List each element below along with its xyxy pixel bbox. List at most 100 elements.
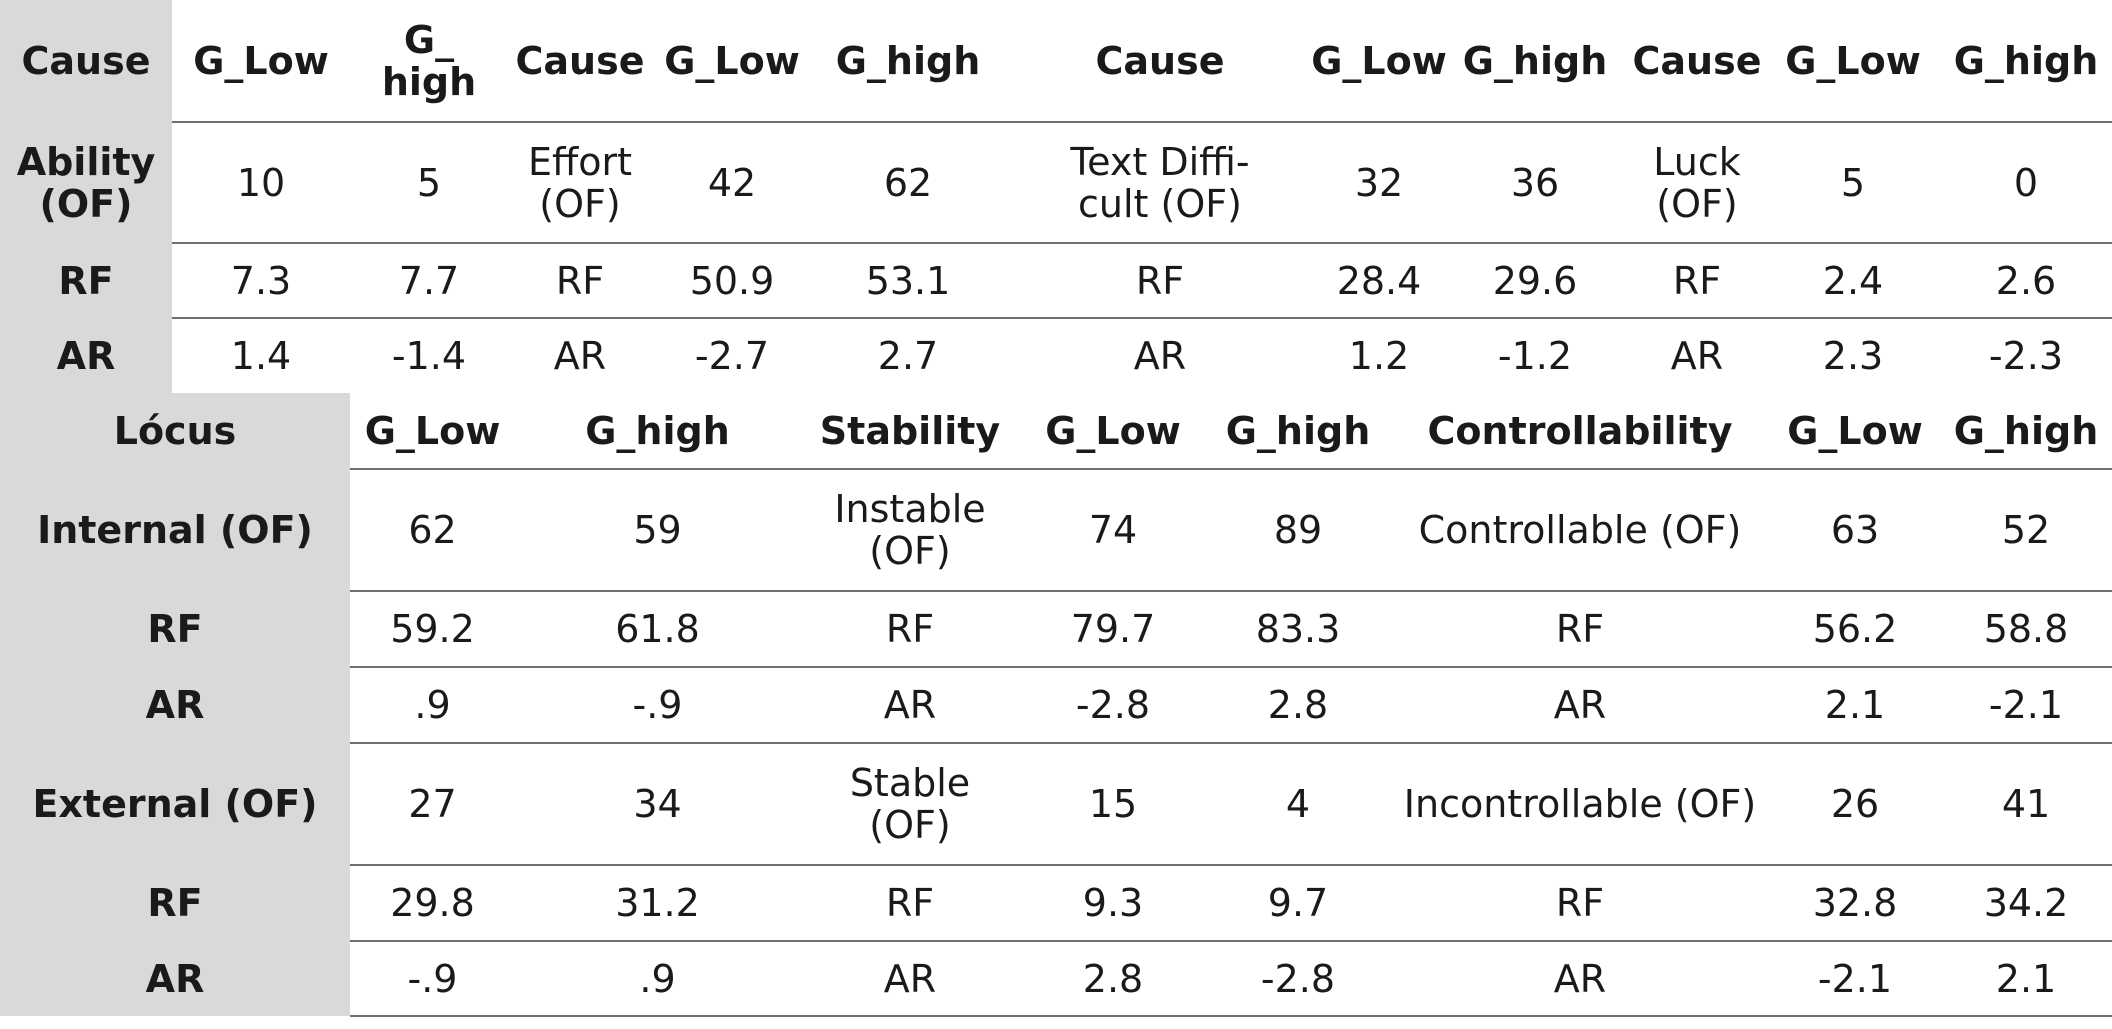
table1-header-cell: G_Low xyxy=(664,39,800,83)
table1-cell: Text Diffi-cult (OF) xyxy=(1070,139,1250,226)
table1-header-cell: G_high xyxy=(835,39,981,83)
table2-cell: 74 xyxy=(1088,508,1138,552)
table1-cell: 2.6 xyxy=(1995,258,2057,303)
table2-row-divider xyxy=(350,468,2112,470)
table2-cell: 61.8 xyxy=(615,607,700,651)
table2-cell: RF xyxy=(1555,881,1605,925)
table1-header-cell: G_high xyxy=(1462,39,1608,83)
table2-cell: .9 xyxy=(639,956,676,1001)
table1-cell: RF xyxy=(1672,258,1722,303)
table1-cell: 29.6 xyxy=(1492,258,1578,303)
table1-row-divider xyxy=(172,317,2112,319)
table1-cell: 28.4 xyxy=(1336,258,1422,303)
table2-cell: -2.8 xyxy=(1260,956,1336,1001)
table2-cell: 83.3 xyxy=(1255,607,1341,651)
table2-header-cell: G_Low xyxy=(1045,409,1181,453)
table1-cell: 32 xyxy=(1354,160,1404,205)
table2-cell: 79.7 xyxy=(1070,607,1156,651)
table1-row-divider xyxy=(172,242,2112,244)
table1-cell: 62 xyxy=(883,160,933,205)
table1-header-cell: Cause xyxy=(1095,39,1225,83)
table1-header-cell: Cause xyxy=(1632,39,1762,83)
table1-cell: 5 xyxy=(416,160,442,205)
table2-row-divider xyxy=(350,666,2112,668)
table2-cell: 56.2 xyxy=(1812,607,1898,651)
table1-cell: 36 xyxy=(1510,160,1560,205)
table1-cell: 2.4 xyxy=(1822,258,1884,303)
table2-row-divider xyxy=(350,742,2112,744)
table1-cell: 10 xyxy=(236,160,286,205)
table2-cell: 34.2 xyxy=(1983,881,2069,925)
table2-cell: AR xyxy=(1553,956,1607,1001)
table2-cell: .9 xyxy=(414,683,451,727)
table2-cell: -2.1 xyxy=(1817,956,1893,1001)
table2-cell: 26 xyxy=(1830,782,1880,826)
table2-cell: 59 xyxy=(633,508,682,552)
table1-cell: 7.3 xyxy=(230,258,292,303)
table2-cell: Controllable (OF) xyxy=(1418,508,1742,552)
table2-cell: AR xyxy=(0,667,350,743)
table2-cell: 9.7 xyxy=(1267,881,1329,925)
table2-cell: 34 xyxy=(633,782,682,826)
table2-cell: RF xyxy=(0,591,350,667)
table2-cell: 2.8 xyxy=(1267,683,1329,727)
table1-cell: 1.4 xyxy=(230,333,292,378)
table1-header-cell: G_high xyxy=(1953,39,2099,83)
table1-cell: 53.1 xyxy=(865,258,951,303)
table1-cell: 2.7 xyxy=(877,333,939,378)
table1-cell: -2.7 xyxy=(694,333,770,378)
table1-cell: AR xyxy=(1133,333,1187,378)
table2-header-cell: G_high xyxy=(585,409,730,453)
table1-cell: RF xyxy=(1135,258,1185,303)
table1-cell: -1.2 xyxy=(1497,333,1573,378)
table2-row-divider xyxy=(350,590,2112,592)
table2-cell: 4 xyxy=(1285,782,1311,826)
table1-header-cell: G_high xyxy=(381,18,477,104)
table1-cell: -1.4 xyxy=(391,333,467,378)
table1-cell: Ability (OF) xyxy=(0,122,172,243)
table2-row-divider xyxy=(350,864,2112,866)
table2-cell: 27 xyxy=(408,782,457,826)
table2-cell: RF xyxy=(885,881,935,925)
table1-cell: Effort (OF) xyxy=(528,139,632,226)
table1-header-cell: G_Low xyxy=(1311,39,1447,83)
table2-cell: 52 xyxy=(2001,508,2051,552)
table2-cell: AR xyxy=(0,941,350,1016)
table2-row-divider xyxy=(350,1015,2112,1017)
table2-header-cell: Controllability xyxy=(1427,409,1733,453)
table2-cell: AR xyxy=(883,683,937,727)
table2-cell: 62 xyxy=(408,508,457,552)
table2-row-divider xyxy=(350,940,2112,942)
table2-cell: 59.2 xyxy=(390,607,475,651)
table2-header-cell: G_Low xyxy=(364,409,501,453)
table1-row-divider xyxy=(172,121,2112,123)
table1-header-cell: G_Low xyxy=(193,39,329,83)
table1-cell: 42 xyxy=(707,160,757,205)
table2-cell: 41 xyxy=(2001,782,2051,826)
table1-header-cell: G_Low xyxy=(1785,39,1921,83)
table2-cell: RF xyxy=(0,865,350,941)
table2-header-cell: G_high xyxy=(1225,409,1371,453)
table2-header-cell: G_Low xyxy=(1787,409,1923,453)
table1-cell: RF xyxy=(0,243,172,318)
table2-header-cell: Stability xyxy=(819,409,1001,453)
table2-cell: 89 xyxy=(1273,508,1323,552)
table1-cell: 0 xyxy=(2013,160,2039,205)
table2-cell: 29.8 xyxy=(390,881,475,925)
table1-cell: 50.9 xyxy=(689,258,775,303)
table2-cell: AR xyxy=(883,956,937,1001)
table1-cell: 7.7 xyxy=(398,258,460,303)
table2-cell: 2.1 xyxy=(1995,956,2057,1001)
table2-cell: External (OF) xyxy=(0,743,350,865)
table1-header-cell: Cause xyxy=(515,39,645,83)
table2-cell: 31.2 xyxy=(615,881,700,925)
table2-cell: RF xyxy=(1555,607,1605,651)
table1-cell: -2.3 xyxy=(1988,333,2064,378)
table2-cell: Incontrollable (OF) xyxy=(1403,782,1757,826)
table2-cell: 15 xyxy=(1088,782,1138,826)
table2-cell: 2.1 xyxy=(1824,683,1886,727)
table2-header-cell: Lócus xyxy=(0,393,350,469)
table2-cell: 58.8 xyxy=(1983,607,2069,651)
table2-cell: Stable (OF) xyxy=(849,761,971,847)
